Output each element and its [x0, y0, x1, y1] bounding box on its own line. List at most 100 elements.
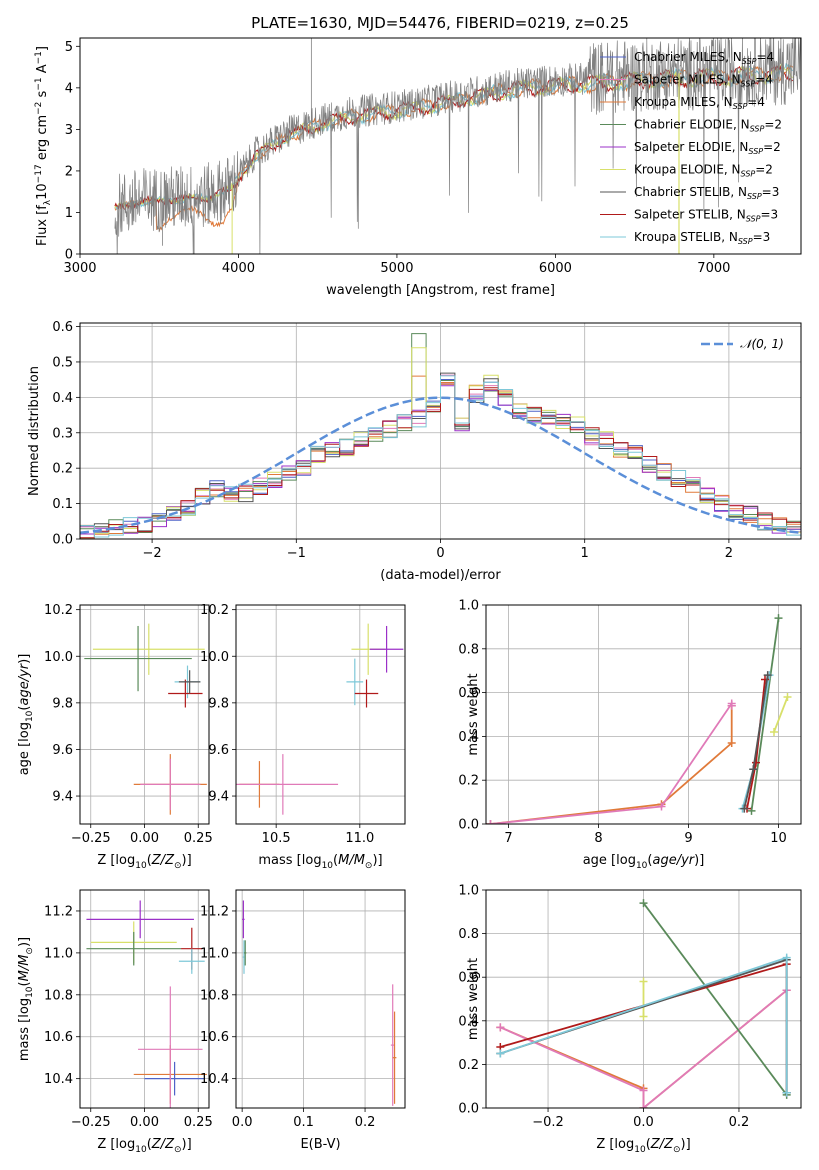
y-axis-label: Normed distribution — [27, 366, 42, 496]
y-tick-label: 5 — [65, 40, 73, 55]
weight-marker — [752, 758, 760, 767]
x-tick-label: 0.2 — [729, 1115, 750, 1130]
label-part: λ — [43, 199, 53, 205]
figure-title: PLATE=1630, MJD=54476, FIBERID=0219, z=0… — [251, 14, 629, 32]
ebv-mass-plot-area — [242, 900, 397, 1106]
label-part: =2 — [755, 163, 773, 177]
histogram-kroupa_stelib — [80, 375, 801, 538]
x-axis-label: Z [log10(Z/Z⊙)] — [97, 1137, 191, 1155]
x-tick-label: −1 — [287, 546, 306, 561]
label-part: SSP — [742, 57, 757, 66]
legend-entry: Salpeter ELODIE, NSSP=2 — [634, 140, 781, 156]
weight-marker — [749, 765, 758, 774]
y-tick-label: 1.0 — [458, 599, 479, 614]
label-part: )] — [17, 654, 32, 664]
label-part: =3 — [753, 230, 771, 244]
axes-frame — [485, 604, 802, 825]
label-part: Z [log — [596, 1137, 634, 1152]
x-tick-label: 7 — [504, 831, 512, 846]
label-part: Salpeter MILES, N — [634, 73, 741, 87]
legend-entry: Kroupa STELIB, NSSP=3 — [634, 230, 770, 246]
y-tick-label: 0.0 — [458, 818, 479, 833]
label-part: )] — [182, 853, 192, 868]
label-part: Chabrier STELIB, N — [634, 185, 747, 199]
label-part: 10 — [135, 861, 147, 871]
label-part: Z/Z — [151, 853, 175, 868]
y-tick-label: 10.8 — [200, 988, 229, 1003]
label-part: )] — [182, 1137, 192, 1152]
legend-entry: Kroupa MILES, NSSP=4 — [634, 95, 765, 111]
weight-marker — [657, 802, 666, 811]
legend-entry: Salpeter MILES, NSSP=4 — [634, 73, 773, 89]
x-tick-label: 4000 — [222, 261, 255, 276]
z-weight-panel: −0.2 0.0 0.2 0.0 0.2 0.4 0.6 0.8 1.0 mass weight Z… — [458, 884, 802, 1155]
y-axis-label: mass weight — [466, 958, 481, 1040]
x-tick-label: 6000 — [539, 261, 572, 276]
weight-marker — [783, 692, 792, 701]
label-part: =3 — [760, 208, 778, 222]
weight-line-chabrier_elodie — [642, 902, 788, 1096]
label-part: Flux [f — [35, 205, 50, 246]
z-weight-plot-area — [496, 899, 791, 1108]
label-part: =4 — [747, 95, 765, 109]
label-part: ( — [333, 853, 338, 868]
y-tick-label: 0.8 — [458, 927, 479, 942]
label-part: M/M — [338, 853, 365, 868]
label-part: mass [log — [17, 998, 32, 1061]
y-tick-label: 0.0 — [52, 533, 73, 548]
y-tick-label: 9.8 — [208, 696, 229, 711]
label-part: ] — [35, 46, 50, 51]
label-part: )] — [17, 937, 32, 947]
y-axis-label: Flux [fλ10−17 erg cm−2 s−1 A−1] — [34, 46, 53, 246]
y-tick-label: 9.4 — [208, 790, 229, 805]
weight-line-chabrier_elodie — [750, 617, 780, 812]
label-part: Chabrier MILES, N — [634, 50, 742, 64]
label-part: =4 — [755, 73, 773, 87]
label-part: −17 — [34, 164, 44, 183]
label-part: Kroupa STELIB, N — [634, 230, 738, 244]
y-tick-label: 0.2 — [52, 462, 73, 477]
label-part: )] — [694, 853, 704, 868]
y-tick-label: 0.6 — [52, 320, 73, 335]
y-tick-label: 10.4 — [200, 1072, 229, 1087]
weight-line-salpeter_stelib — [746, 679, 766, 809]
age-weight-plot-area — [486, 614, 792, 824]
histogram-plot-area — [80, 333, 801, 539]
label-part: ( — [17, 981, 32, 986]
weight-marker — [639, 1104, 648, 1108]
axes-frame — [235, 604, 406, 825]
observed-spectrum — [114, 38, 801, 254]
label-part: 10 — [322, 861, 334, 871]
legend: 𝒩(0, 1) — [701, 337, 784, 351]
x-tick-label: 1 — [581, 546, 589, 561]
x-axis-label: Z [log10(Z/Z⊙)] — [97, 853, 191, 871]
spectrum-panel: 3000 4000 5000 6000 7000 0 1 2 3 4 5 wavelength [An… — [34, 37, 802, 298]
x-tick-label: 7000 — [697, 261, 730, 276]
label-part: 10 — [25, 986, 35, 998]
weight-marker — [639, 977, 648, 986]
y-tick-label: 4 — [65, 81, 73, 96]
age-weight-panel: 7 8 9 10 0.0 0.2 0.4 0.6 0.8 1.0 mass weight age [l… — [458, 599, 802, 871]
label-part: −1 — [34, 77, 44, 90]
axes-frame — [79, 322, 802, 540]
x-tick-label: 8 — [594, 831, 602, 846]
axes-frame — [79, 37, 802, 255]
y-tick-label: 2 — [65, 164, 73, 179]
label-part: Z/Z — [151, 1137, 175, 1152]
x-tick-label: 0.0 — [232, 1115, 253, 1130]
y-tick-label: 10.8 — [44, 988, 73, 1003]
y-tick-label: 0.0 — [458, 1102, 479, 1117]
x-tick-label: 0.1 — [293, 1115, 314, 1130]
mass-age-plot-area — [236, 623, 404, 815]
x-axis-label: age [log10(age/yr)] — [583, 853, 705, 871]
y-tick-label: 0 — [65, 248, 73, 263]
normal-curve — [80, 396, 801, 535]
label-part: )] — [681, 1137, 691, 1152]
x-tick-label: 11.0 — [345, 831, 374, 846]
y-tick-label: 1 — [65, 206, 73, 221]
weight-marker — [639, 1012, 648, 1021]
label-part: 10 — [135, 1145, 147, 1155]
y-tick-label: 11.2 — [44, 904, 73, 919]
weight-line-salpeter_miles — [499, 989, 788, 1108]
